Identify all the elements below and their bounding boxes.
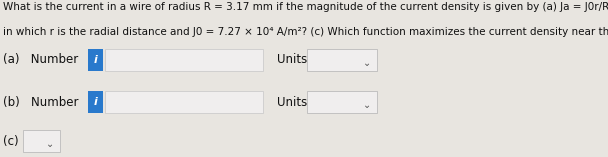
Text: (b)   Number: (b) Number: [3, 96, 78, 108]
Text: ⌄: ⌄: [363, 100, 371, 110]
FancyBboxPatch shape: [105, 91, 263, 113]
Text: i: i: [94, 97, 98, 107]
Text: ⌄: ⌄: [46, 139, 54, 149]
Text: (c): (c): [3, 135, 19, 148]
FancyBboxPatch shape: [23, 130, 60, 152]
FancyBboxPatch shape: [105, 49, 263, 71]
FancyBboxPatch shape: [88, 49, 103, 71]
Text: Units: Units: [277, 96, 307, 108]
FancyBboxPatch shape: [307, 91, 377, 113]
Text: Units: Units: [277, 53, 307, 66]
Text: (a)   Number: (a) Number: [3, 53, 78, 66]
Text: ⌄: ⌄: [363, 58, 371, 68]
Text: What is the current in a wire of radius R = 3.17 mm if the magnitude of the curr: What is the current in a wire of radius …: [3, 2, 608, 12]
Text: in which r is the radial distance and J0 = 7.27 × 10⁴ A/m²? (c) Which function m: in which r is the radial distance and J0…: [3, 27, 608, 37]
FancyBboxPatch shape: [88, 91, 103, 113]
FancyBboxPatch shape: [307, 49, 377, 71]
Text: i: i: [94, 55, 98, 65]
